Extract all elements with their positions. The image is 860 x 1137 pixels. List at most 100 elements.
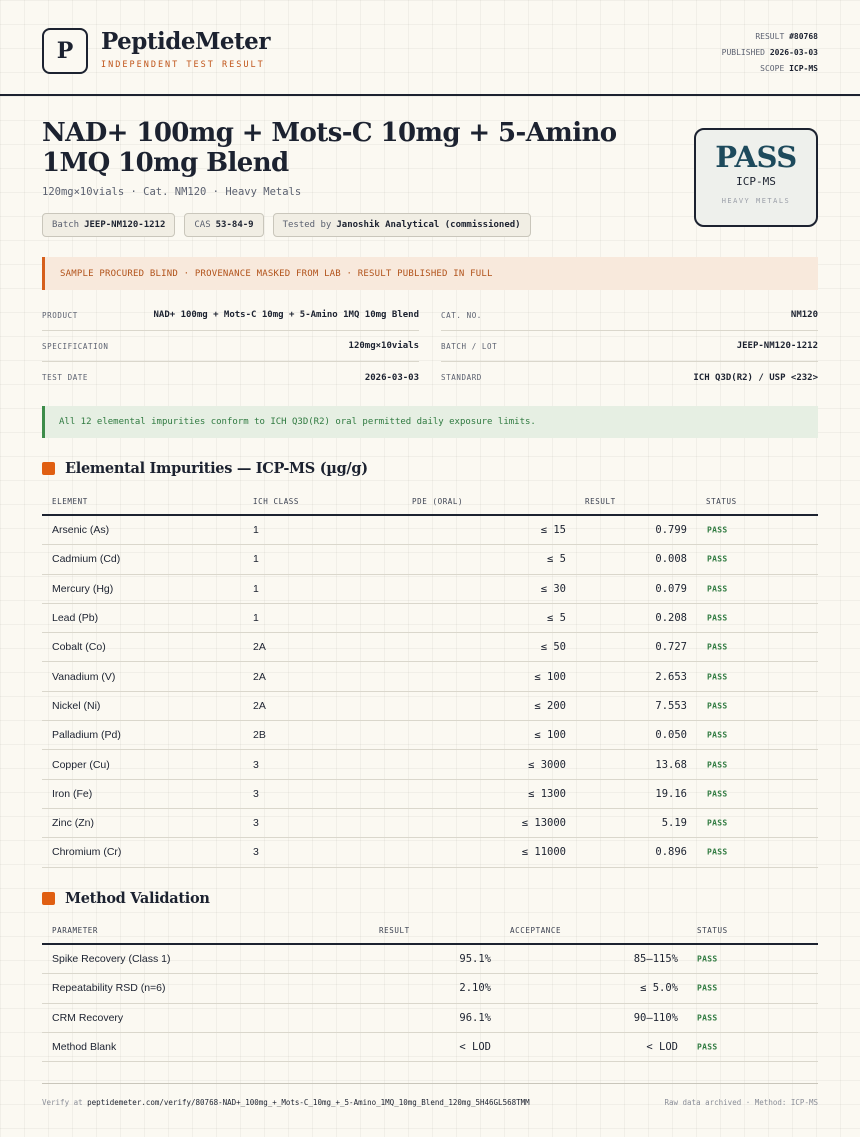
- element-name: Copper (Cu): [52, 758, 110, 771]
- brand-tagline: INDEPENDENT TEST RESULT: [101, 60, 265, 70]
- element-name: Lead (Pb): [52, 612, 99, 625]
- parameter-name: CRM Recovery: [52, 1011, 124, 1024]
- table-header: PARAMETER RESULT ACCEPTANCE STATUS: [42, 918, 818, 945]
- meta-published: PUBLISHED 2026-03-03: [722, 45, 818, 61]
- table-row: Lead (Pb) 1 ≤ 5 0.208 PASS: [42, 604, 818, 634]
- page-title: NAD+ 100mg + Mots-C 10mg + 5-Amino 1MQ 1…: [42, 118, 617, 178]
- info-label: CAT. NO.: [441, 310, 482, 320]
- parameter-name: Method Blank: [52, 1041, 117, 1054]
- page-subtitle: 120mg×10vials · Cat. NM120 · Heavy Metal…: [42, 186, 302, 198]
- info-label: PRODUCT: [42, 310, 78, 320]
- impurities-heading: Elemental Impurities — ICP-MS (µg/g): [65, 460, 368, 477]
- element-name: Iron (Fe): [52, 787, 93, 800]
- pde-limit: ≤ 1300: [528, 787, 566, 800]
- badge-result: PASS: [715, 140, 797, 174]
- status-badge: PASS: [697, 954, 718, 964]
- badge-category: HEAVY METALS: [721, 197, 791, 205]
- info-grid-left: PRODUCT NAD+ 100mg + Mots-C 10mg + 5-Ami…: [42, 300, 419, 393]
- element-name: Palladium (Pd): [52, 729, 121, 742]
- result-value: 0.727: [655, 641, 687, 654]
- batch-chip: Batch JEEP-NM120-1212: [42, 213, 176, 237]
- ich-class: 2A: [253, 641, 266, 654]
- table-row: Nickel (Ni) 2A ≤ 200 7.553 PASS: [42, 692, 818, 722]
- info-value: 2026-03-03: [364, 372, 419, 383]
- info-value: ICH Q3D(R2) / USP <232>: [693, 372, 818, 383]
- status-badge: PASS: [707, 701, 728, 711]
- table-row: Mercury (Hg) 1 ≤ 30 0.079 PASS: [42, 575, 818, 604]
- meta-scope-label: SCOPE: [760, 64, 785, 73]
- info-label: TEST DATE: [42, 373, 89, 382]
- status-badge: PASS: [697, 983, 718, 993]
- info-label: BATCH / LOT: [441, 341, 498, 351]
- footer-right: Raw data archived · Method: ICP-MS: [664, 1098, 818, 1107]
- result-value: 2.10%: [459, 982, 491, 995]
- element-name: Cobalt (Co): [52, 641, 106, 654]
- acceptance-range: < LOD: [646, 1041, 678, 1054]
- brand-name: PeptideMeter: [101, 28, 270, 55]
- info-row-cat-no: CAT. NO. NM120: [441, 300, 818, 331]
- ich-class: 3: [253, 787, 259, 800]
- validation-heading: Method Validation: [65, 890, 210, 907]
- pass-badge: PASS ICP-MS HEAVY METALS: [694, 128, 818, 227]
- ich-class: 3: [253, 758, 259, 771]
- acceptance-range: 90–110%: [633, 1011, 678, 1024]
- table-row: Chromium (Cr) 3 ≤ 11000 0.896 PASS: [42, 838, 818, 868]
- th-acceptance: ACCEPTANCE: [510, 926, 562, 935]
- chip-label: Batch: [52, 220, 80, 230]
- result-value: 19.16: [655, 787, 687, 800]
- table-row: Arsenic (As) 1 ≤ 15 0.799 PASS: [42, 516, 818, 546]
- ich-class: 2B: [253, 729, 266, 742]
- status-badge: PASS: [707, 613, 728, 623]
- cas-chip: CAS 53-84-9: [184, 213, 264, 237]
- info-value: NAD+ 100mg + Mots-C 10mg + 5-Amino 1MQ 1…: [153, 310, 419, 320]
- status-badge: PASS: [707, 818, 728, 828]
- element-name: Arsenic (As): [52, 524, 110, 537]
- result-value: < LOD: [459, 1041, 491, 1054]
- impurities-table: ELEMENT ICH CLASS PDE (ORAL) RESULT STAT…: [42, 489, 818, 868]
- th-result: RESULT: [585, 497, 616, 506]
- info-value: 120mg×10vials: [348, 341, 419, 351]
- result-value: 0.008: [655, 553, 687, 566]
- ich-class: 2A: [253, 699, 266, 712]
- ich-class: 3: [253, 817, 259, 830]
- status-badge: PASS: [707, 584, 728, 594]
- pde-limit: ≤ 15: [540, 524, 566, 537]
- table-row: Zinc (Zn) 3 ≤ 13000 5.19 PASS: [42, 809, 818, 839]
- table-row: Spike Recovery (Class 1) 95.1% 85–115% PASS: [42, 945, 818, 975]
- table-row: Vanadium (V) 2A ≤ 100 2.653 PASS: [42, 662, 818, 692]
- chip-label: CAS: [194, 220, 211, 230]
- th-status: STATUS: [697, 926, 728, 935]
- chip-label: Tested by: [282, 220, 332, 230]
- ich-class: 1: [253, 612, 259, 625]
- pde-limit: ≤ 5: [547, 612, 566, 625]
- pde-limit: ≤ 100: [534, 729, 566, 742]
- logo-icon: P: [42, 28, 88, 74]
- validation-body: Spike Recovery (Class 1) 95.1% 85–115% PASS…: [42, 945, 818, 1063]
- chip-value: JEEP-NM120-1212: [84, 220, 166, 230]
- th-ich-class: ICH CLASS: [253, 497, 300, 506]
- result-value: 5.19: [661, 817, 687, 830]
- info-value: JEEP-NM120-1212: [736, 341, 818, 351]
- result-value: 96.1%: [459, 1011, 491, 1024]
- procurement-notice: SAMPLE PROCURED BLIND · PROVENANCE MASKE…: [42, 257, 818, 290]
- info-row-batch: BATCH / LOT JEEP-NM120-1212: [441, 331, 818, 362]
- parameter-name: Repeatability RSD (n=6): [52, 982, 166, 995]
- pde-limit: ≤ 11000: [521, 846, 566, 859]
- info-row-specification: SPECIFICATION 120mg×10vials: [42, 331, 419, 362]
- pde-limit: ≤ 200: [534, 699, 566, 712]
- verify-line: Verify at peptidemeter.com/verify/80768-…: [42, 1098, 530, 1107]
- result-value: 13.68: [655, 758, 687, 771]
- status-badge: PASS: [707, 789, 728, 799]
- verify-link[interactable]: peptidemeter.com/verify/80768-NAD+_100mg…: [87, 1098, 530, 1107]
- element-name: Chromium (Cr): [52, 846, 122, 859]
- status-badge: PASS: [707, 730, 728, 740]
- info-row-product: PRODUCT NAD+ 100mg + Mots-C 10mg + 5-Ami…: [42, 300, 419, 331]
- status-badge: PASS: [707, 847, 728, 857]
- badge-method: ICP-MS: [736, 175, 776, 188]
- tested-by-chip: Tested by Janoshik Analytical (commission…: [272, 213, 531, 237]
- meta-result-label: RESULT: [755, 32, 785, 41]
- result-value: 7.553: [655, 699, 687, 712]
- pde-limit: ≤ 13000: [521, 817, 566, 830]
- validation-section-header: Method Validation: [42, 890, 210, 907]
- parameter-name: Spike Recovery (Class 1): [52, 953, 171, 966]
